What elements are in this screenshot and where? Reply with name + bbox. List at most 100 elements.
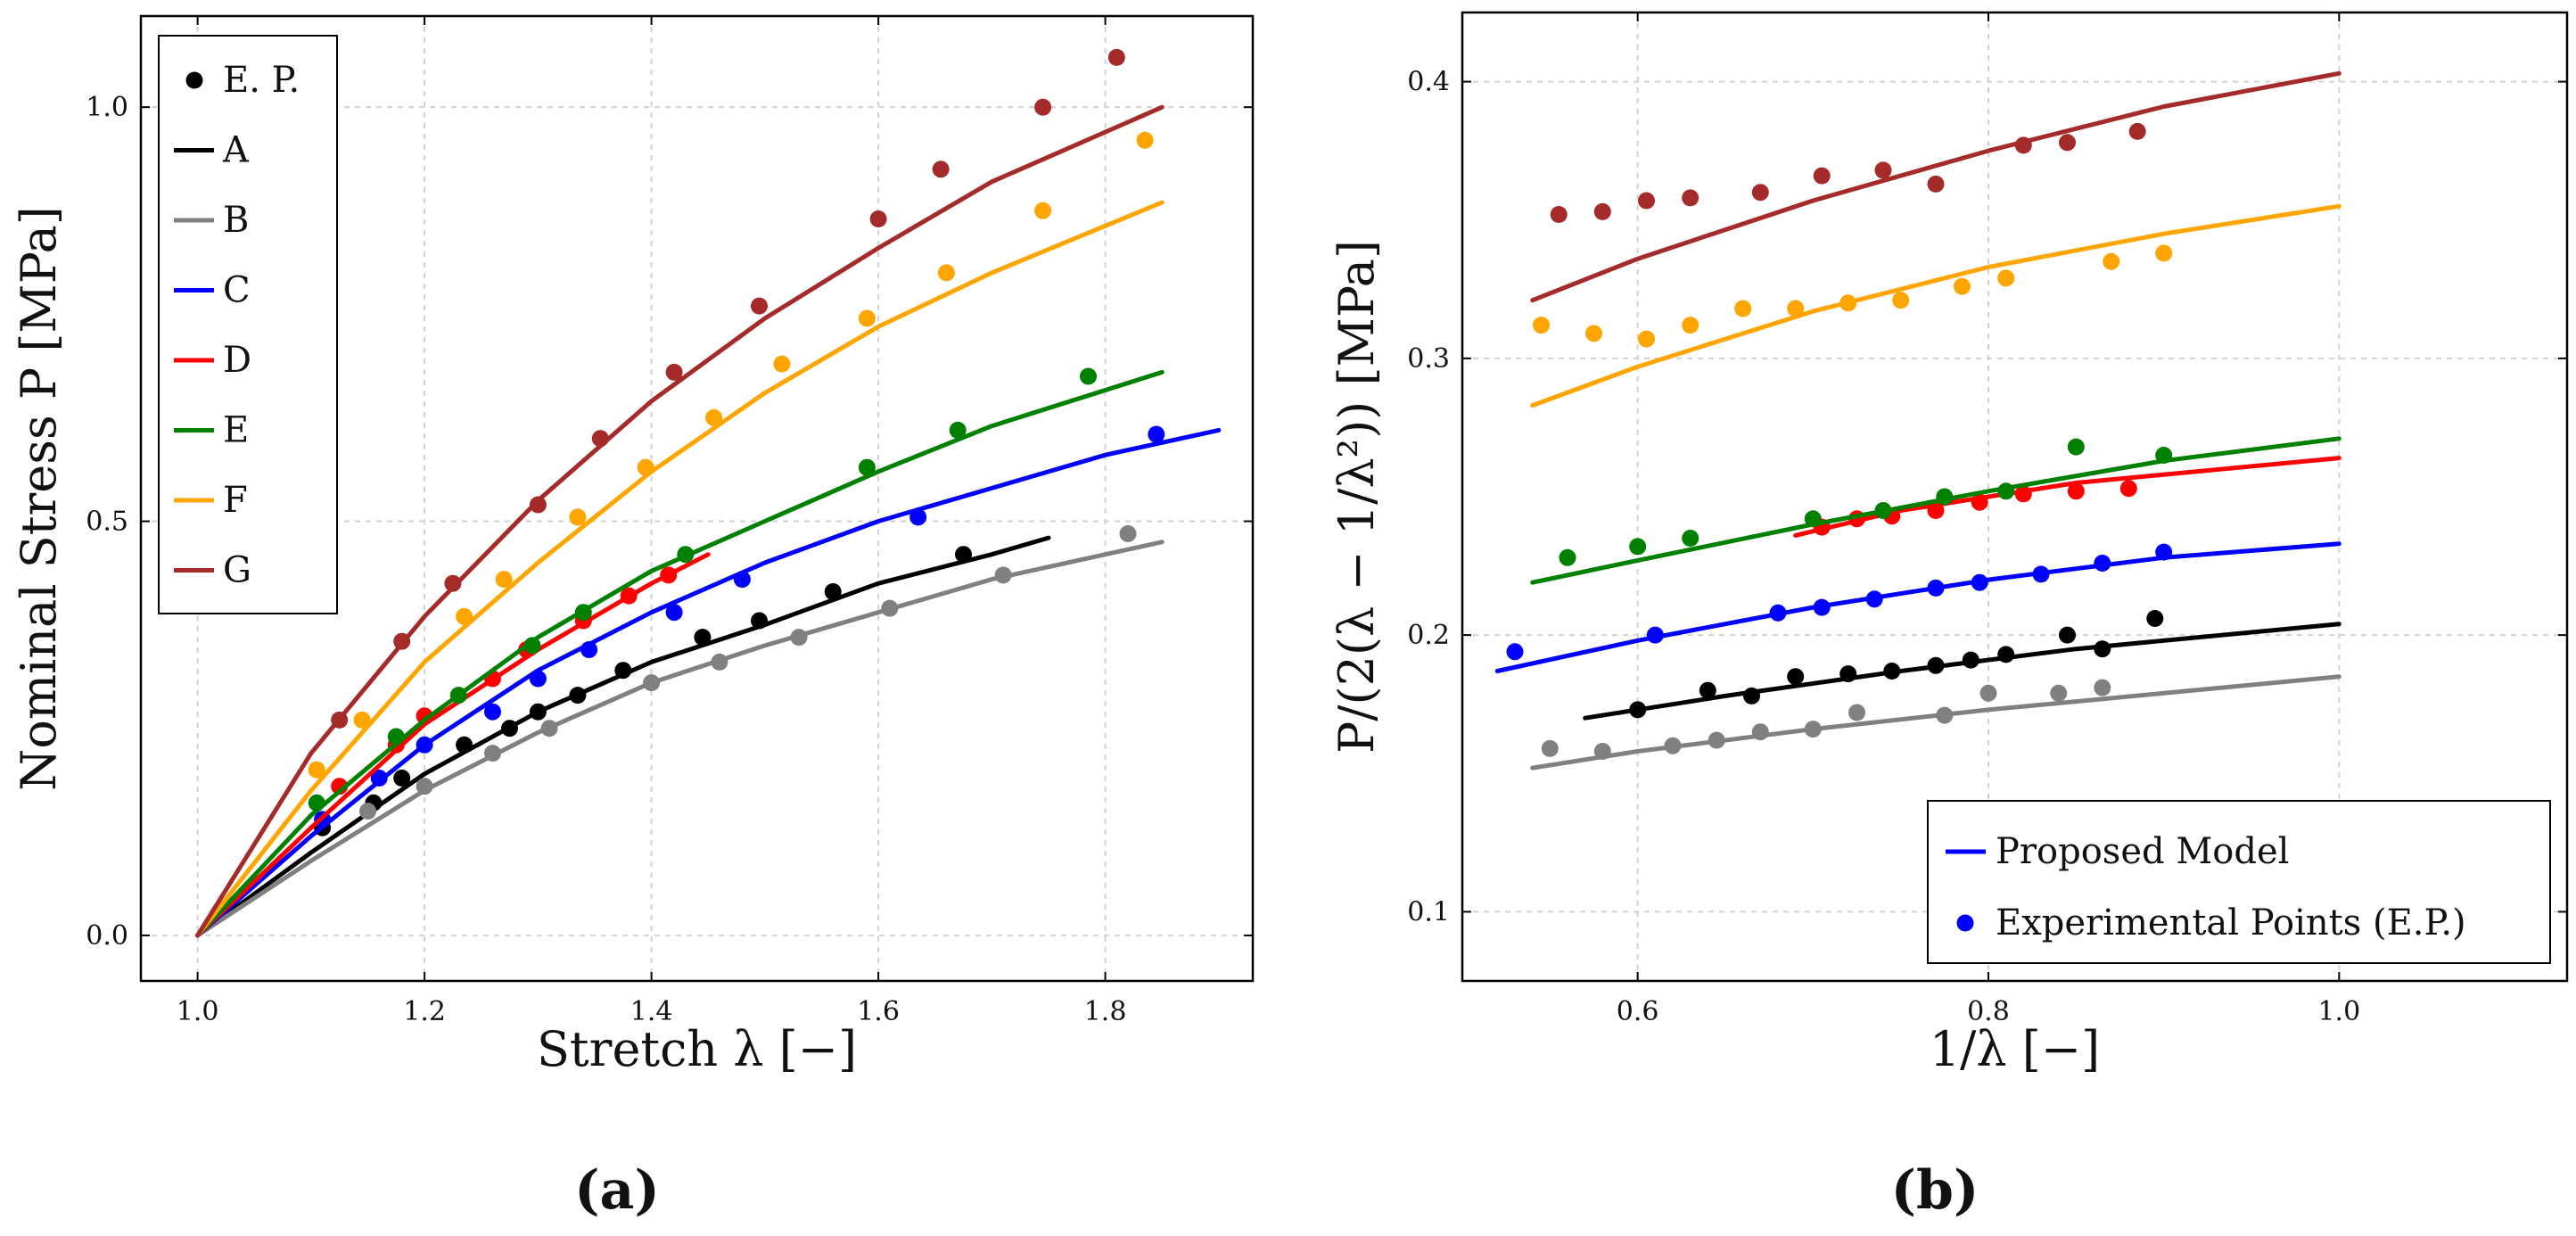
data-point-b-b-10: [2094, 679, 2111, 696]
legend-label-a-2: B: [223, 200, 249, 241]
data-point-a-f-0: [308, 761, 325, 779]
data-point-a-a-5: [529, 703, 547, 721]
model-line-a-c: [195, 427, 1222, 938]
data-point-b-b-3: [1708, 731, 1725, 749]
data-point-a-a-10: [824, 583, 842, 600]
data-point-a-c-2: [416, 736, 433, 754]
data-point-b-b-7: [1936, 706, 1954, 724]
legend-marker-a-0: [185, 71, 203, 89]
data-point-a-f-8: [858, 309, 876, 327]
data-point-b-f-0: [1533, 317, 1550, 334]
data-point-b-f-9: [1997, 269, 2015, 287]
data-point-b-g-7: [1927, 175, 1945, 193]
model-line-b-c: [1494, 541, 2341, 673]
axes-frame-a: [139, 14, 1255, 983]
x-tick-label-a-0: 1.0: [177, 996, 219, 1027]
data-point-b-c-7: [2032, 565, 2050, 583]
data-point-b-e-5: [1936, 488, 1954, 506]
data-point-a-g-3: [529, 496, 547, 514]
series-a-f: [195, 131, 1165, 938]
x-tick-label-b-2: 1.0: [2317, 996, 2360, 1027]
legend-label-a-3: C: [223, 270, 251, 311]
data-point-b-g-3: [1682, 189, 1700, 207]
data-point-a-g-10: [1107, 48, 1125, 66]
data-point-a-c-5: [580, 641, 598, 658]
data-point-b-a-1: [1699, 681, 1716, 699]
panel-b: 0.6 0.8 1.0 0.1 0.2 0.3 0.4 1/λ [−] P/(2(λ − 1…: [1329, 11, 2569, 1222]
data-point-b-g-2: [1638, 192, 1655, 210]
data-point-b-b-9: [2050, 684, 2068, 702]
series-b-g: [1530, 70, 2341, 303]
data-point-a-f-3: [495, 571, 513, 589]
data-point-a-b-2: [484, 745, 501, 762]
data-point-a-e-6: [858, 458, 876, 476]
data-point-b-b-8: [1979, 684, 1997, 702]
data-point-a-e-4: [574, 604, 592, 622]
data-point-b-c-3: [1813, 598, 1831, 616]
data-point-a-b-0: [359, 803, 376, 820]
data-point-b-a-4: [1839, 665, 1857, 683]
data-point-a-a-11: [955, 546, 972, 564]
data-point-a-b-5: [711, 653, 728, 671]
data-point-a-b-3: [540, 720, 558, 737]
legend-label-a-7: G: [223, 550, 251, 591]
legend-label-a-5: E: [223, 410, 249, 451]
y-tick-label-a-2: 1.0: [86, 92, 128, 123]
series-a-g: [195, 48, 1165, 938]
data-point-a-a-4: [501, 720, 518, 737]
ticks-a: 1.0 1.2 1.4 1.6 1.8 0.0 0.5 1.0: [86, 16, 1253, 1027]
data-point-b-d-5: [2014, 485, 2032, 503]
model-line-b-f: [1530, 203, 2341, 408]
data-point-b-a-10: [2094, 640, 2111, 658]
data-point-a-b-7: [881, 599, 899, 617]
data-point-b-f-7: [1892, 292, 1910, 309]
data-point-b-f-8: [1954, 277, 1971, 295]
data-point-a-f-7: [773, 355, 791, 373]
legend-label-a-6: F: [223, 480, 248, 521]
panel-a: 1.0 1.2 1.4 1.6 1.8 0.0 0.5 1.0 Stretch λ [−] N…: [11, 14, 1255, 1222]
data-point-a-a-2: [393, 770, 411, 787]
data-point-b-g-9: [2059, 134, 2076, 152]
data-point-b-a-3: [1787, 668, 1805, 686]
data-point-b-f-10: [2103, 252, 2120, 270]
data-point-a-e-5: [677, 546, 695, 564]
model-line-a-e: [195, 369, 1165, 938]
data-point-a-g-5: [665, 363, 683, 381]
data-point-a-g-7: [869, 210, 887, 227]
data-point-b-b-1: [1593, 743, 1611, 760]
y-axis-title-b: P/(2(λ − 1/λ²)) [MPa]: [1329, 240, 1385, 754]
data-point-a-g-4: [591, 430, 609, 448]
data-point-b-g-10: [2128, 122, 2146, 140]
data-point-b-e-8: [2155, 447, 2173, 464]
data-point-b-c-6: [1971, 573, 1988, 591]
data-point-a-d-6: [620, 587, 638, 605]
data-point-b-b-2: [1664, 737, 1682, 754]
series-a-e: [195, 367, 1165, 938]
data-point-a-c-4: [529, 670, 547, 688]
data-point-a-b-6: [790, 629, 808, 647]
data-point-a-c-8: [909, 508, 927, 526]
data-point-b-f-3: [1682, 317, 1700, 334]
data-point-b-d-4: [1971, 493, 1988, 511]
data-point-b-g-1: [1593, 202, 1611, 220]
data-point-a-g-9: [1034, 98, 1052, 116]
data-point-b-g-5: [1813, 167, 1831, 185]
data-point-b-e-1: [1629, 538, 1647, 556]
data-point-a-c-1: [370, 770, 388, 787]
x-axis-title-b: 1/λ [−]: [1930, 1021, 2100, 1077]
data-point-a-f-4: [569, 508, 587, 526]
data-point-b-a-0: [1629, 701, 1647, 719]
data-point-b-f-1: [1585, 325, 1602, 342]
model-line-b-b: [1530, 674, 2341, 770]
data-point-b-a-11: [2146, 610, 2164, 627]
series-b-e: [1530, 436, 2341, 585]
model-line-b-d: [1793, 456, 2341, 538]
data-point-b-e-3: [1804, 510, 1822, 528]
legend-label-a-1: A: [222, 130, 250, 171]
data-point-a-c-7: [733, 571, 751, 589]
data-point-b-g-0: [1550, 206, 1568, 223]
data-point-b-f-5: [1787, 300, 1805, 317]
data-point-a-b-1: [416, 778, 433, 795]
